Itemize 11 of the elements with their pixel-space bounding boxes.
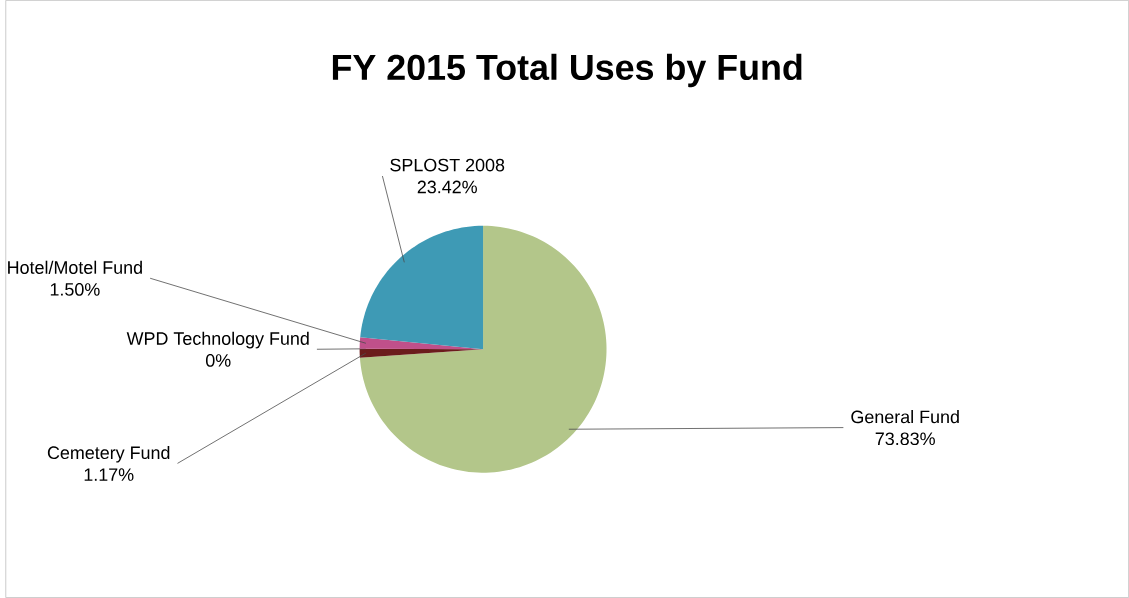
data-label: 73.83% xyxy=(875,432,935,446)
data-label: 1.50% xyxy=(50,283,100,296)
slice-label: General Fund xyxy=(851,410,959,424)
slice-label: Cemetery Fund xyxy=(47,445,170,463)
legend-label: WPD Technology Fund xyxy=(126,331,309,349)
data-label: 1.17% xyxy=(84,468,134,481)
data-label: 23.42% xyxy=(417,180,477,194)
slice-label: SPLOST 2008 xyxy=(390,158,505,172)
text: 0% xyxy=(205,354,231,367)
chart-title: FY 2015 Total Uses by Fund xyxy=(332,53,802,88)
slice-label: Hotel/Motel Fund xyxy=(8,260,142,274)
